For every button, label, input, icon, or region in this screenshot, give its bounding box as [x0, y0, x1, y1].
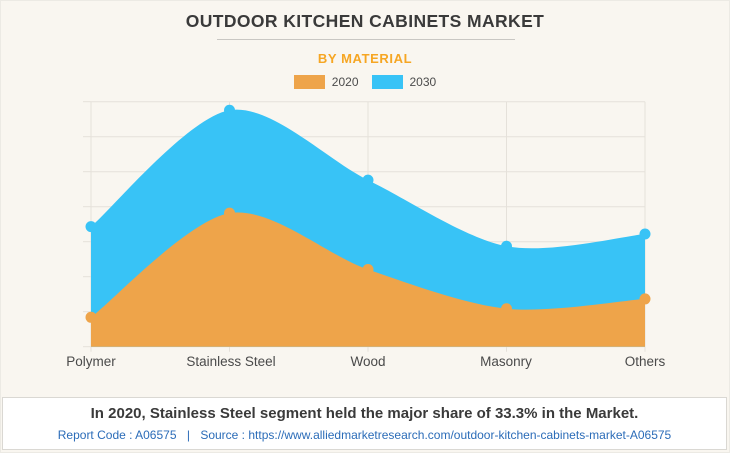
- category-label-others: Others: [624, 354, 666, 369]
- data-point-2030[interactable]: [224, 104, 235, 116]
- key-finding-caption: In 2020, Stainless Steel segment held th…: [90, 405, 639, 422]
- data-point-2030[interactable]: [639, 228, 651, 240]
- category-label-masonry: Masonry: [480, 354, 532, 369]
- data-point-2030[interactable]: [501, 240, 512, 252]
- source-prefix-text: Source :: [200, 428, 246, 442]
- data-point-2020[interactable]: [224, 207, 235, 219]
- legend-label-2020: 2020: [331, 75, 359, 89]
- category-label-stainless-steel: Stainless Steel: [186, 354, 276, 369]
- area-chart-canvas: [83, 101, 651, 352]
- title-divider: [217, 39, 515, 40]
- legend-label-2030: 2030: [409, 75, 437, 89]
- separator-text: |: [186, 428, 190, 442]
- data-point-2020[interactable]: [85, 311, 97, 323]
- category-label-polymer: Polymer: [66, 354, 116, 369]
- data-point-2030[interactable]: [85, 221, 97, 233]
- data-point-2020[interactable]: [639, 293, 651, 305]
- data-point-2030[interactable]: [362, 174, 374, 186]
- footer-panel: In 2020, Stainless Steel segment held th…: [2, 397, 727, 450]
- page-title: OUTDOOR KITCHEN CABINETS MARKET: [185, 11, 545, 31]
- legend-item-2020[interactable]: 2020: [293, 75, 359, 89]
- data-point-2020[interactable]: [362, 264, 374, 276]
- legend-swatch-2020: [293, 75, 325, 89]
- chart-subtitle: BY MATERIAL: [317, 51, 413, 66]
- legend-item-2030[interactable]: 2030: [371, 75, 437, 89]
- chart-legend: 2020 2030: [1, 75, 729, 89]
- report-code-text: Report Code : A06575: [57, 428, 177, 442]
- source-url-link[interactable]: https://www.alliedmarketresearch.com/out…: [248, 428, 672, 442]
- category-label-wood: Wood: [350, 354, 386, 369]
- legend-swatch-2030: [371, 75, 403, 89]
- data-point-2020[interactable]: [501, 303, 512, 315]
- source-line: Report Code : A06575 | Source : https://…: [3, 428, 726, 442]
